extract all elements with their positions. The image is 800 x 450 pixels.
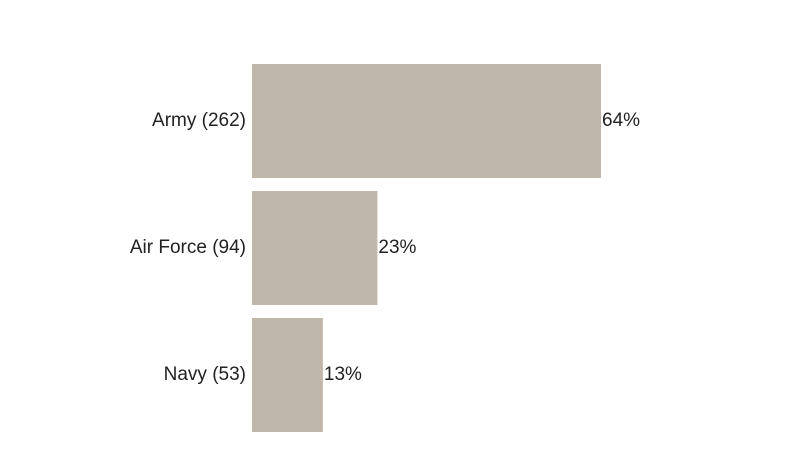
- bar-2: [252, 318, 323, 432]
- category-label-2: Navy (53): [164, 364, 246, 385]
- bars-group: [252, 64, 601, 432]
- value-label-2: 13%: [324, 364, 362, 385]
- category-label-1: Air Force (94): [130, 237, 246, 258]
- bar-1: [252, 191, 378, 305]
- labels-group: Army (262) 64% Air Force (94) 23% Navy (53) 1…: [130, 110, 640, 385]
- category-label-0: Army (262): [152, 110, 246, 131]
- value-label-0: 64%: [602, 110, 640, 131]
- value-label-1: 23%: [378, 237, 416, 258]
- bar-0: [252, 64, 601, 178]
